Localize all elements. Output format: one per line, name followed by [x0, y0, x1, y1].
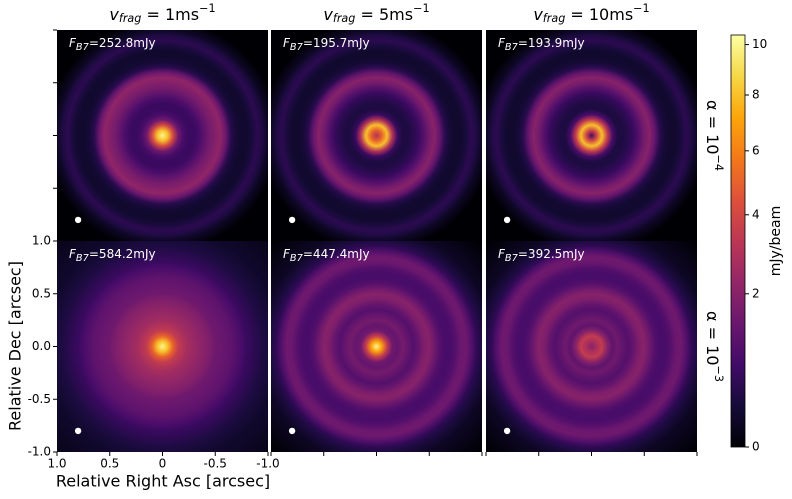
- colorbar: [730, 34, 746, 448]
- subscript: B7: [505, 253, 519, 264]
- flux-label: FB7=195.7mJy: [283, 36, 370, 54]
- disk-image: [486, 30, 697, 241]
- text: =392.5mJy: [518, 247, 585, 261]
- symbol: v: [533, 5, 543, 24]
- colorbar-tick-label: 6: [752, 143, 760, 157]
- subscript: B7: [290, 253, 304, 264]
- flux-label: FB7=193.9mJy: [498, 36, 585, 54]
- subscript: B7: [76, 42, 90, 53]
- symbol: v: [109, 5, 119, 24]
- y-tick-label: 0.0: [32, 339, 51, 353]
- text: = 1ms: [141, 5, 199, 24]
- x-axis-label: Relative Right Asc [arcsec]: [56, 472, 270, 491]
- beam: [74, 216, 82, 224]
- row-label: α = 10−4: [704, 100, 726, 171]
- beam: [288, 216, 296, 224]
- y-tick-label: 1.0: [32, 234, 51, 248]
- disk-image: [486, 241, 697, 452]
- text: =584.2mJy: [89, 247, 156, 261]
- disk-image: [271, 241, 482, 452]
- text: α = 10: [704, 100, 723, 154]
- x-tick-label: 0.5: [100, 457, 119, 471]
- text: = 5ms: [355, 5, 413, 24]
- text: =447.4mJy: [303, 247, 370, 261]
- flux-label: FB7=252.8mJy: [69, 36, 156, 54]
- colorbar-tick-label: 8: [752, 88, 760, 102]
- colorbar-tick-label: 4: [752, 207, 760, 221]
- beam: [74, 427, 82, 435]
- subscript: frag: [543, 12, 566, 25]
- colorbar-tick-label: 0: [752, 440, 760, 454]
- column-title: vfrag = 1ms−1: [109, 2, 215, 25]
- beam: [503, 427, 511, 435]
- subscript: frag: [119, 12, 142, 25]
- disk-image: [271, 30, 482, 241]
- symbol: F: [283, 247, 291, 261]
- symbol: F: [69, 36, 77, 50]
- superscript: −1: [633, 2, 650, 15]
- column-title: vfrag = 5ms−1: [323, 2, 429, 25]
- subscript: B7: [505, 42, 519, 53]
- column-title: vfrag = 10ms−1: [533, 2, 649, 25]
- beam: [503, 216, 511, 224]
- disk-image: [57, 241, 268, 452]
- symbol: F: [283, 36, 291, 50]
- flux-label: FB7=447.4mJy: [283, 247, 370, 265]
- y-tick-label: -0.5: [28, 392, 51, 406]
- subscript: B7: [290, 42, 304, 53]
- symbol: F: [498, 247, 506, 261]
- x-tick-label: 0: [159, 457, 167, 471]
- y-tick-label: -1.0: [28, 445, 51, 459]
- colorbar-label: mJy/beam: [768, 206, 784, 277]
- text: =195.7mJy: [303, 36, 370, 50]
- text: = 10ms: [565, 5, 633, 24]
- x-tick-label: -1.0: [256, 457, 279, 471]
- superscript: −1: [413, 2, 430, 15]
- symbol: F: [69, 247, 77, 261]
- y-tick-label: 0.5: [32, 286, 51, 300]
- superscript: −4: [712, 154, 725, 171]
- y-axis-label: Relative Dec [arcsec]: [6, 261, 25, 431]
- text: =252.8mJy: [89, 36, 156, 50]
- superscript: −3: [712, 365, 725, 382]
- colorbar-tick-label: 2: [752, 286, 760, 300]
- subscript: frag: [333, 12, 356, 25]
- text: α = 10: [704, 311, 723, 365]
- colorbar-tick-label: 10: [752, 37, 767, 51]
- superscript: −1: [199, 2, 216, 15]
- flux-label: FB7=392.5mJy: [498, 247, 585, 265]
- beam: [288, 427, 296, 435]
- symbol: v: [323, 5, 333, 24]
- flux-label: FB7=584.2mJy: [69, 247, 156, 265]
- x-tick-label: -0.5: [204, 457, 227, 471]
- x-tick-label: 1.0: [47, 457, 66, 471]
- text: =193.9mJy: [518, 36, 585, 50]
- disk-image: [57, 30, 268, 241]
- row-label: α = 10−3: [704, 311, 726, 382]
- symbol: F: [498, 36, 506, 50]
- subscript: B7: [76, 253, 90, 264]
